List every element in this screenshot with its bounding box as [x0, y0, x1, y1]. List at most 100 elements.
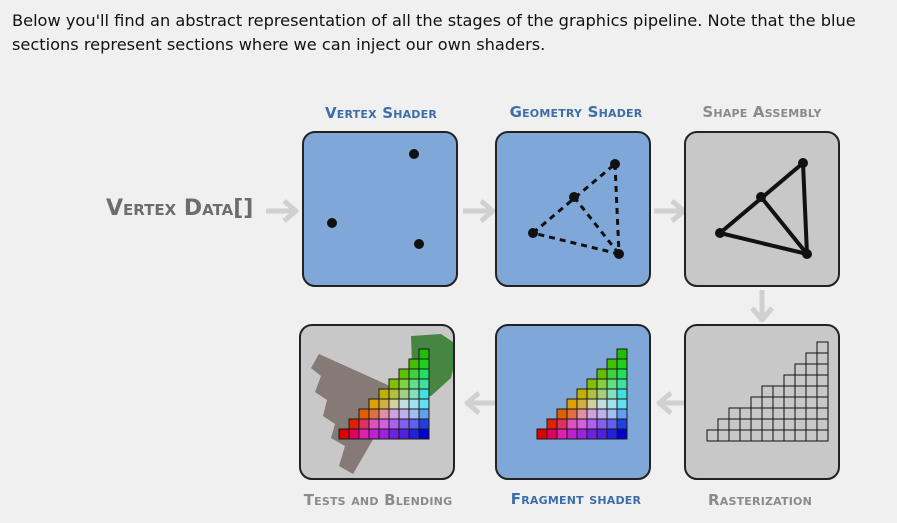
stage-label-geometry-shader: Geometry Shader: [509, 103, 643, 121]
raster-cell: [816, 407, 829, 420]
blended-cell: [368, 428, 380, 440]
raster-cell: [794, 363, 807, 376]
blended-cell: [388, 388, 400, 400]
blended-cell: [418, 348, 430, 360]
blended-cell: [398, 428, 410, 440]
raster-cell: [794, 429, 807, 442]
blended-cell: [418, 408, 430, 420]
blended-cell: [368, 418, 380, 430]
fragment-cell: [596, 408, 608, 420]
raster-cell: [816, 396, 829, 409]
fragment-cell: [576, 388, 588, 400]
raster-cell: [816, 385, 829, 398]
fragment-cell: [606, 408, 618, 420]
fragment-cell: [556, 428, 568, 440]
blended-fragments-illustration: [311, 334, 453, 474]
dashed-triangle-illustration: [528, 159, 624, 259]
raster-cell: [728, 429, 741, 442]
blended-cell: [378, 388, 390, 400]
raster-cell: [816, 363, 829, 376]
raster-cell: [783, 407, 796, 420]
raster-cell: [761, 385, 774, 398]
raster-cell: [761, 429, 774, 442]
blended-cell: [378, 418, 390, 430]
fragment-cell: [606, 358, 618, 370]
blended-cell: [388, 418, 400, 430]
fragment-cell: [566, 408, 578, 420]
raster-cell: [794, 385, 807, 398]
stage-label-tests-and-blending: Tests and Blending: [303, 491, 453, 509]
gray-occluder-shape: [311, 354, 401, 474]
fragment-cell: [616, 358, 628, 370]
blended-cell: [418, 378, 430, 390]
fragment-cell: [576, 408, 588, 420]
stage-label-fragment-shader: Fragment shader: [510, 490, 642, 508]
blended-cell: [408, 428, 420, 440]
raster-cell: [772, 429, 785, 442]
stage-label-vertex-shader: Vertex Shader: [324, 104, 438, 122]
fragment-cell: [596, 428, 608, 440]
raster-cell: [783, 418, 796, 431]
intro-paragraph: Below you'll find an abstract representa…: [12, 11, 856, 54]
fragment-cell: [556, 408, 568, 420]
raster-cell: [728, 418, 741, 431]
raster-cell: [761, 396, 774, 409]
raster-cell: [750, 407, 763, 420]
raster-cell: [750, 396, 763, 409]
raster-cell: [772, 385, 785, 398]
arrow-fragment-to-tests: [464, 391, 497, 415]
shape-assembly-box: [684, 131, 840, 287]
blended-cell: [408, 388, 420, 400]
raster-cell: [794, 407, 807, 420]
fragment-cell: [616, 418, 628, 430]
fragment-cell: [606, 388, 618, 400]
raster-cell: [805, 352, 818, 365]
solid-triangle-illustration: [715, 158, 812, 259]
fragment-cell: [586, 428, 598, 440]
blended-cell: [418, 358, 430, 370]
raster-cell: [739, 407, 752, 420]
vertex-data-label: Vertex Data[]: [106, 196, 254, 221]
raster-cell: [816, 374, 829, 387]
raster-cell: [816, 341, 829, 354]
fragment-cell: [586, 418, 598, 430]
fragment-cell: [576, 428, 588, 440]
geometry-shader-box: [495, 131, 651, 287]
fragment-cell: [566, 418, 578, 430]
fragment-cell: [596, 388, 608, 400]
raster-cell: [750, 429, 763, 442]
fragment-cell: [586, 388, 598, 400]
raster-cell: [816, 418, 829, 431]
fragment-cell: [616, 378, 628, 390]
fragment-cell: [586, 398, 598, 410]
fragment-cell: [616, 408, 628, 420]
blended-cell: [378, 408, 390, 420]
vertex-points-illustration: [327, 149, 424, 249]
raster-cell: [772, 407, 785, 420]
raster-cell: [805, 385, 818, 398]
raster-cell: [816, 429, 829, 442]
blended-cell: [378, 398, 390, 410]
vertex-shader-box: [302, 131, 458, 287]
blended-cell: [368, 398, 380, 410]
fragment-cell: [536, 428, 548, 440]
raster-cell: [783, 385, 796, 398]
raster-cell: [750, 418, 763, 431]
fragment-cell: [606, 428, 618, 440]
blended-cell: [408, 398, 420, 410]
blended-cell: [348, 418, 360, 430]
raster-cell: [805, 374, 818, 387]
blended-cell: [418, 368, 430, 380]
raster-cell: [728, 407, 741, 420]
raster-cell: [739, 418, 752, 431]
raster-cell: [805, 429, 818, 442]
fragment-cell: [546, 418, 558, 430]
raster-cell: [783, 396, 796, 409]
arrow-vertex-to-geometry: [463, 199, 496, 223]
fragment-cell: [616, 348, 628, 360]
blended-cell: [388, 378, 400, 390]
blended-cell: [398, 378, 410, 390]
raster-cell: [739, 429, 752, 442]
blended-cell: [388, 428, 400, 440]
fragment-cell: [566, 428, 578, 440]
